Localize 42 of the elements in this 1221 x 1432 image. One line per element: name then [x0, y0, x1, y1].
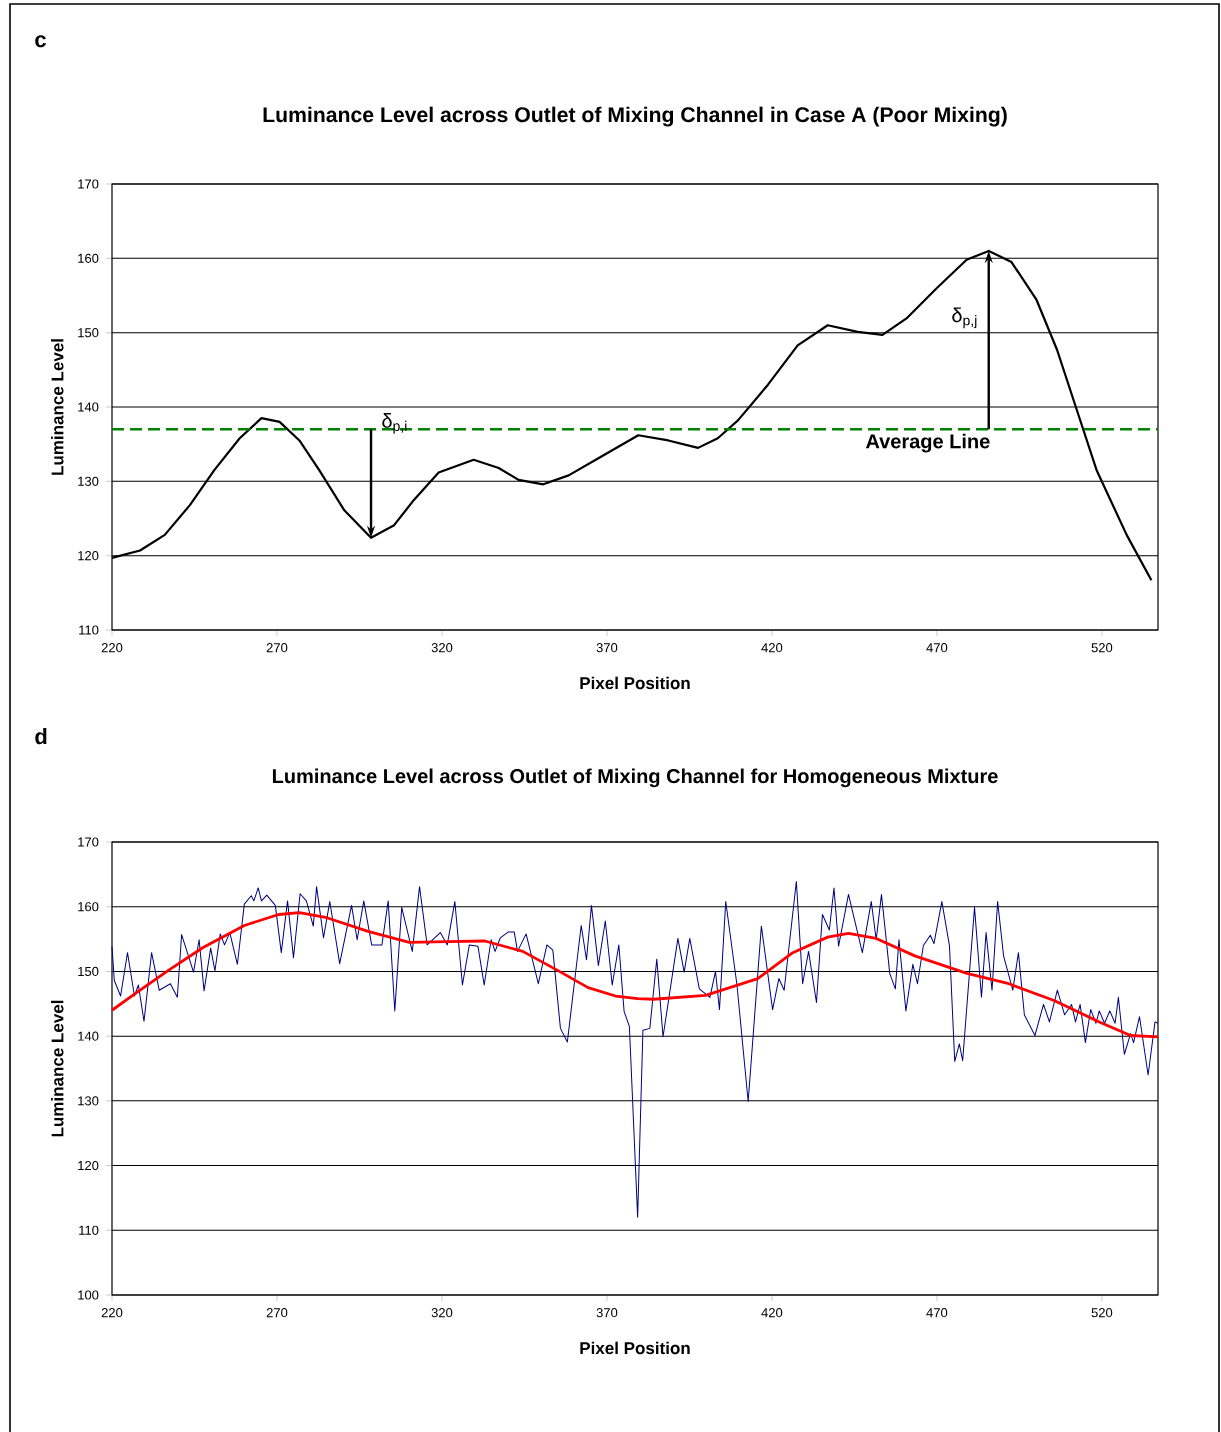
x-tick-label: 420	[761, 643, 783, 653]
x-tick-label: 520	[1091, 1308, 1113, 1318]
text: c	[35, 35, 46, 48]
x-tick-label: 520	[1091, 643, 1113, 653]
y-tick-label: 170	[78, 179, 99, 189]
x-tick-label: 370	[596, 1308, 618, 1318]
x-tick-label: 270	[266, 1308, 288, 1318]
ref-line-label: Average Line	[865, 433, 990, 453]
x-tick-label: 220	[101, 1308, 123, 1318]
y-tick-label: 140	[78, 1031, 99, 1041]
x-tick-label: 470	[926, 643, 948, 653]
line-series	[110, 911, 1160, 1039]
y-tick-label: 110	[79, 1225, 99, 1235]
x-tick-label: 320	[431, 1308, 453, 1318]
annotation: δ$_{p,i}$	[382, 413, 407, 434]
x-tick-label: 320	[431, 643, 453, 653]
x-tick-label: 220	[101, 643, 123, 653]
chart-title: Luminance Level across Outlet of Mixing Channel for Homogeneous Mixture	[272, 768, 998, 788]
y-tick-label: 130	[78, 1096, 99, 1106]
y-tick-label: 140	[78, 402, 99, 412]
y-tick-label: 170	[78, 837, 99, 847]
y-tick-label: 130	[78, 476, 99, 486]
y-tick-label: 120	[78, 1160, 99, 1171]
x-tick-label: 370	[596, 643, 618, 653]
y-tick-label: 120	[78, 551, 99, 561]
x-tick-label: 470	[926, 1308, 948, 1318]
line-series	[111, 880, 1159, 1218]
y-tick-label: 150	[78, 966, 99, 977]
x-tick-label: 420	[761, 1308, 783, 1318]
y-tick-label: 110	[79, 625, 99, 635]
y-tick-label: 160	[78, 253, 99, 263]
y-tick-label: 160	[78, 902, 99, 912]
text: d	[35, 728, 47, 745]
y-axis-title: Luminance Level	[51, 339, 64, 475]
x-tick-label: 270	[266, 643, 288, 653]
y-tick-label: 100	[78, 1290, 99, 1300]
annotation: δ$_{p,j}$	[952, 307, 977, 329]
chart-title: Luminance Level across Outlet of Mixing Channel in Case A (Poor Mixing)	[263, 106, 1007, 127]
x-axis-title: Pixel Position	[580, 1341, 690, 1355]
y-axis-title: Luminance Level	[51, 1000, 64, 1137]
y-tick-label: 150	[78, 328, 99, 338]
x-axis-title: Pixel Position	[580, 676, 690, 690]
